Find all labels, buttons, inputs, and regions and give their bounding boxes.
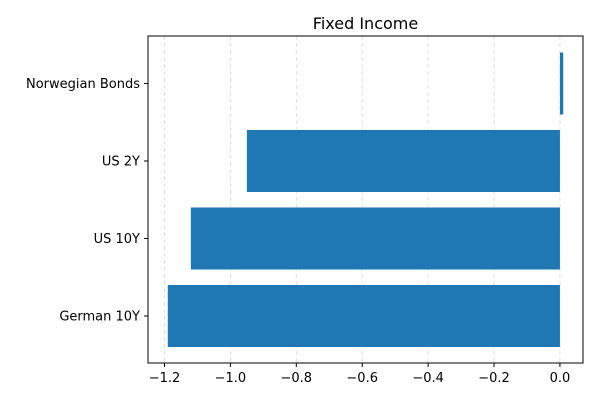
bar <box>559 52 564 115</box>
plot-frame <box>147 35 584 364</box>
x-tick-label: 0.0 <box>550 371 571 386</box>
x-axis-ticks: −1.2 −1.0 −0.8 −0.6 −0.4 −0.2 0.0 <box>149 363 571 386</box>
category-label: Norwegian Bonds <box>26 77 140 92</box>
bar <box>190 207 560 270</box>
chart-title: Fixed Income <box>313 14 418 33</box>
x-tick-label: −0.2 <box>478 371 510 386</box>
x-tick-label: −0.4 <box>412 371 444 386</box>
category-label: US 10Y <box>94 232 140 247</box>
x-tick-label: −1.0 <box>215 371 247 386</box>
x-tick-label: −1.2 <box>149 371 181 386</box>
category-label: US 2Y <box>102 155 140 170</box>
y-axis-ticks: German 10Y US 10Y US 2Y Norwegian Bonds <box>26 77 148 325</box>
category-label: German 10Y <box>59 310 140 325</box>
bar <box>167 285 560 347</box>
bar <box>246 130 560 192</box>
grid-lines <box>164 36 561 363</box>
x-tick-label: −0.8 <box>281 371 313 386</box>
bars <box>167 52 564 347</box>
x-tick-label: −0.6 <box>346 371 378 386</box>
